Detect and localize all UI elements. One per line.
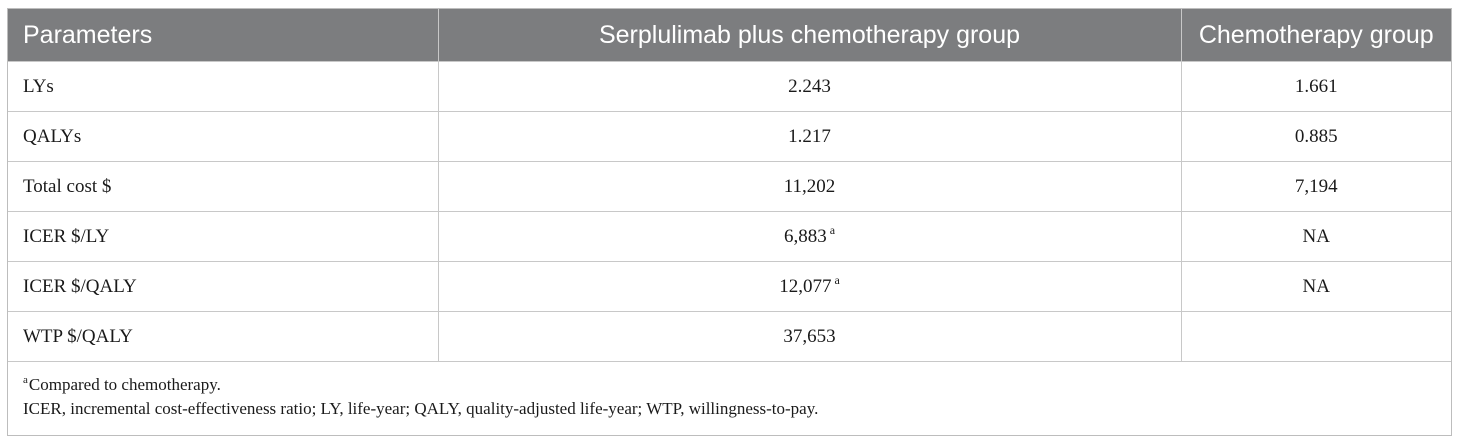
row-serplulimab-value: 2.243 (438, 61, 1182, 112)
footnote-a-marker: a (23, 374, 28, 387)
row-chemo-value: NA (1181, 211, 1451, 262)
row-chemo-value (1181, 311, 1451, 362)
header-parameters: Parameters (8, 9, 439, 62)
cell-value: 6,883 (783, 225, 827, 247)
table-row: LYs 2.243 1.661 (8, 61, 1451, 112)
row-chemo-value: 7,194 (1181, 161, 1451, 212)
row-parameter: QALYs (8, 111, 439, 162)
row-serplulimab-value: 12,077 a (438, 261, 1182, 312)
table-row: ICER $/QALY 12,077 a NA (8, 261, 1451, 312)
cell-value: 1.217 (788, 125, 831, 147)
footnote-marker: a (834, 273, 840, 288)
row-serplulimab-value: 1.217 (438, 111, 1182, 162)
footnote-marker: a (829, 223, 836, 238)
row-parameter: ICER $/QALY (8, 261, 439, 312)
row-serplulimab-value: 37,653 (438, 311, 1182, 362)
row-chemo-value: 0.885 (1181, 111, 1451, 162)
footnote-row: aCompared to chemotherapy. ICER, increme… (8, 361, 1451, 435)
row-serplulimab-value: 11,202 (438, 161, 1182, 212)
table-row: QALYs 1.217 0.885 (8, 111, 1451, 162)
table-row: ICER $/LY 6,883 a NA (8, 211, 1451, 262)
table-header-row: Parameters Serplulimab plus chemotherapy… (8, 9, 1451, 62)
footnote-a: aCompared to chemotherapy. (23, 373, 1436, 397)
row-serplulimab-value: 6,883 a (438, 211, 1182, 262)
results-table-container: Parameters Serplulimab plus chemotherapy… (7, 8, 1452, 436)
cell-value: 2.243 (788, 75, 831, 97)
table-row: Total cost $ 11,202 7,194 (8, 161, 1451, 212)
header-serplulimab-group: Serplulimab plus chemotherapy group (438, 9, 1182, 62)
table-row: WTP $/QALY 37,653 (8, 311, 1451, 362)
row-parameter: Total cost $ (8, 161, 439, 212)
row-parameter: LYs (8, 61, 439, 112)
cell-value: 37,653 (783, 325, 836, 347)
table-footnotes: aCompared to chemotherapy. ICER, increme… (8, 361, 1451, 435)
row-chemo-value: NA (1181, 261, 1451, 312)
header-chemotherapy-group: Chemotherapy group (1181, 9, 1451, 62)
footnote-abbreviations: ICER, incremental cost-effectiveness rat… (23, 399, 819, 418)
results-table: Parameters Serplulimab plus chemotherapy… (8, 9, 1451, 435)
row-parameter: ICER $/LY (8, 211, 439, 262)
row-parameter: WTP $/QALY (8, 311, 439, 362)
row-chemo-value: 1.661 (1181, 61, 1451, 112)
footnote-a-text: Compared to chemotherapy. (28, 375, 221, 394)
cell-value: 11,202 (783, 175, 836, 197)
cell-value: 12,077 (779, 275, 832, 297)
